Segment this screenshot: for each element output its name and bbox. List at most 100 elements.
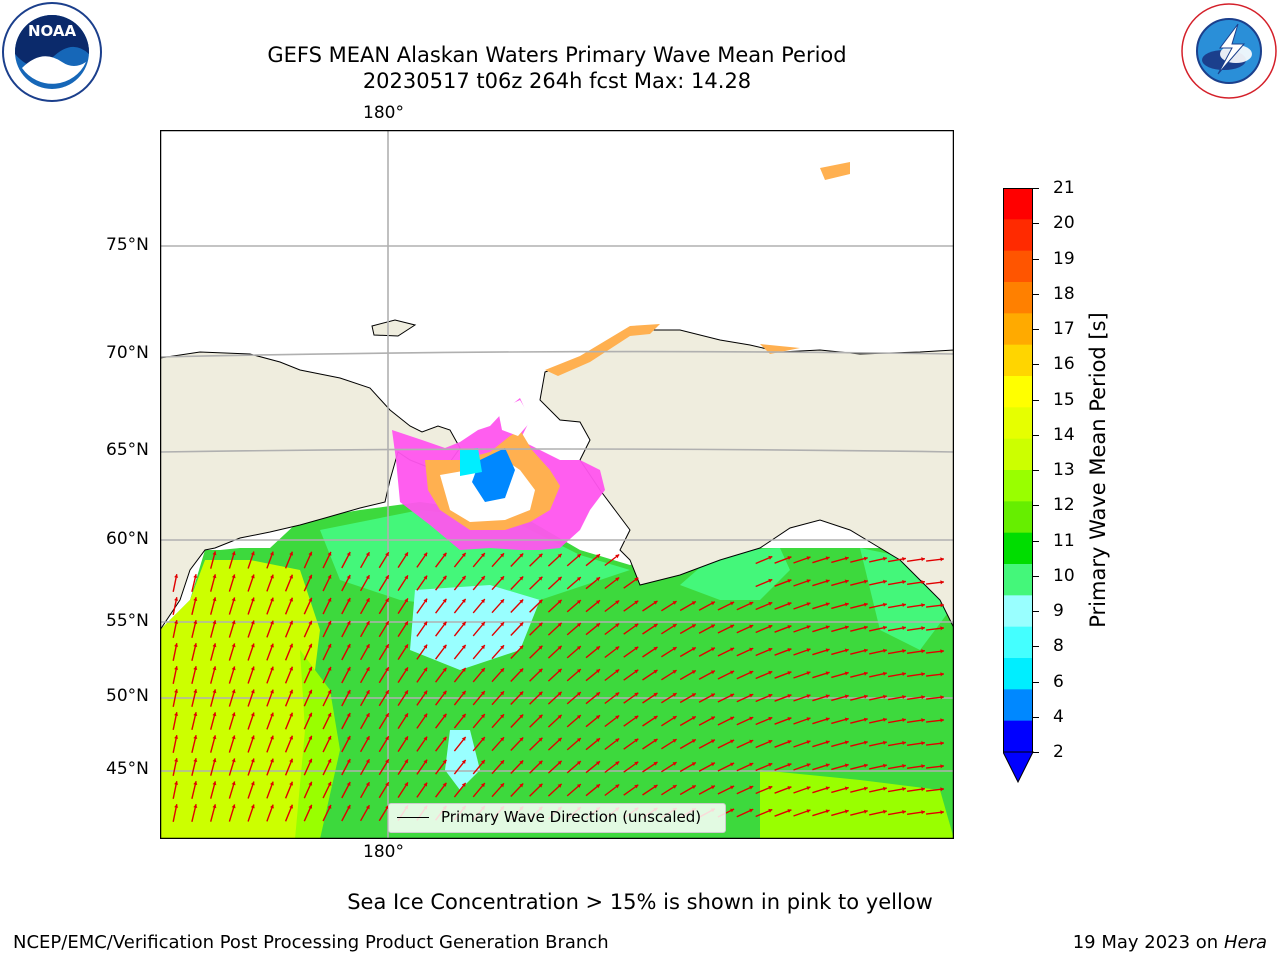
- wave-arrow-head: [193, 597, 198, 601]
- nws-logo: [1180, 2, 1278, 100]
- footer-credit: NCEP/EMC/Verification Post Processing Pr…: [13, 932, 609, 953]
- lon-label-top: 180°: [363, 103, 404, 123]
- colorbar-tick-label: 2: [1053, 742, 1064, 762]
- wave-arrow-head: [672, 624, 677, 628]
- wave-arrow-head: [902, 718, 906, 722]
- wave-arrow-head: [193, 735, 198, 739]
- wave-arrow-head: [902, 764, 906, 768]
- wave-arrow-head: [576, 577, 581, 581]
- colorbar-tick-label: 17: [1053, 319, 1075, 339]
- wave-arrow-head: [481, 576, 485, 581]
- wave-arrow-head: [768, 670, 773, 675]
- wave-arrow-head: [231, 620, 236, 625]
- wave-arrow-head: [365, 575, 370, 580]
- wave-arrow-head: [557, 622, 562, 627]
- wave-arrow-head: [365, 552, 370, 557]
- wave-arrow-head: [308, 689, 313, 694]
- wave-arrow-head: [308, 735, 313, 740]
- wave-arrow-head: [289, 551, 293, 556]
- wave-arrow-head: [250, 804, 255, 809]
- wave-arrow-head: [193, 804, 198, 808]
- wave-arrow-head: [921, 626, 925, 631]
- wave-arrow-head: [921, 603, 925, 608]
- wave-arrow-head: [538, 622, 543, 627]
- wave-arrow-head: [250, 597, 255, 602]
- colorbar-swatch: [1003, 188, 1033, 220]
- wave-arrow-head: [883, 602, 887, 607]
- wave-arrow-head: [768, 624, 773, 629]
- wave-arrow-head: [768, 693, 773, 698]
- wave-arrow-head: [730, 647, 735, 652]
- wave-arrow-head: [404, 552, 408, 557]
- wave-arrow-head: [174, 643, 179, 647]
- wave-arrow-head: [787, 556, 792, 560]
- wave-arrow-head: [691, 693, 696, 697]
- wave-arrow-head: [231, 689, 236, 694]
- wave-arrow-head: [231, 758, 236, 763]
- wave-arrow-head: [538, 691, 543, 696]
- wave-arrow-head: [308, 781, 313, 786]
- wave-arrow-head: [500, 783, 504, 788]
- wave-arrow-head: [423, 667, 428, 672]
- wave-arrow-head: [787, 625, 792, 629]
- wave-arrow-head: [385, 759, 389, 764]
- wave-arrow-head: [863, 671, 868, 676]
- wave-arrow-head: [404, 690, 408, 695]
- wave-arrow-head: [327, 689, 332, 694]
- wave-arrow-head: [212, 597, 217, 602]
- wave-arrow-head: [921, 557, 925, 562]
- wave-arrow-head: [940, 649, 944, 654]
- wave-arrow-head: [519, 622, 524, 627]
- wave-arrow-head: [730, 716, 735, 721]
- wave-arrow-head: [442, 667, 447, 672]
- wave-arrow-head: [346, 667, 351, 671]
- lat-label-70: 70°N: [106, 343, 149, 363]
- wave-arrow-head: [596, 715, 600, 720]
- wave-arrow-head: [615, 784, 620, 789]
- wave-arrow-head: [519, 783, 524, 788]
- chart-title-line2: 20230517 t06z 264h fcst Max: 14.28: [362, 69, 752, 93]
- wave-arrow-head: [174, 620, 179, 624]
- wave-arrow-head: [806, 671, 811, 676]
- wave-arrow-head: [250, 574, 255, 579]
- wave-arrow-head: [519, 576, 524, 581]
- wave-arrow-head: [615, 692, 620, 697]
- wave-arrow-head: [634, 600, 639, 605]
- wave-arrow-head: [346, 552, 351, 556]
- colorbar-tick-label: 13: [1053, 460, 1075, 480]
- colorbar-tick-label: 12: [1053, 495, 1075, 516]
- wave-arrow-head: [346, 713, 351, 717]
- wave-arrow-head: [825, 717, 830, 722]
- wave-arrow-head: [250, 689, 255, 694]
- wave-arrow-head: [519, 737, 524, 742]
- wave-arrow-head: [710, 647, 715, 652]
- wave-arrow-head: [404, 575, 408, 580]
- colorbar-tick-label: 8: [1053, 636, 1064, 657]
- wave-arrow-head: [902, 695, 906, 699]
- wave-arrow-head: [863, 579, 868, 584]
- wave-arrow-head: [193, 574, 198, 578]
- colorbar-label: Primary Wave Mean Period [s]: [1086, 312, 1110, 628]
- wave-arrow-head: [385, 690, 389, 695]
- colorbar-swatch: [1003, 532, 1033, 565]
- colorbar-tick-label: 21: [1053, 178, 1075, 198]
- wave-arrow-head: [576, 554, 581, 558]
- wave-arrow-head: [653, 624, 658, 628]
- colorbar-tick-mark: [1033, 646, 1039, 648]
- wave-arrow-head: [576, 738, 581, 742]
- wave-arrow-head: [653, 762, 658, 766]
- wave-arrow-head: [404, 713, 408, 718]
- wave-arrow-head: [653, 739, 658, 743]
- wave-arrow-head: [289, 689, 293, 694]
- wave-arrow-head: [634, 669, 639, 674]
- wave-arrow-head: [825, 809, 830, 814]
- wave-arrow-head: [825, 648, 830, 653]
- wave-arrow-head: [231, 712, 236, 717]
- wave-arrow-head: [940, 603, 944, 608]
- wave-arrow-head: [940, 580, 944, 585]
- wave-arrow-head: [327, 781, 332, 786]
- wave-arrow-head: [902, 810, 906, 814]
- wave-arrow-head: [365, 621, 370, 626]
- wave-arrow-head: [940, 695, 944, 700]
- wave-arrow-head: [423, 713, 428, 718]
